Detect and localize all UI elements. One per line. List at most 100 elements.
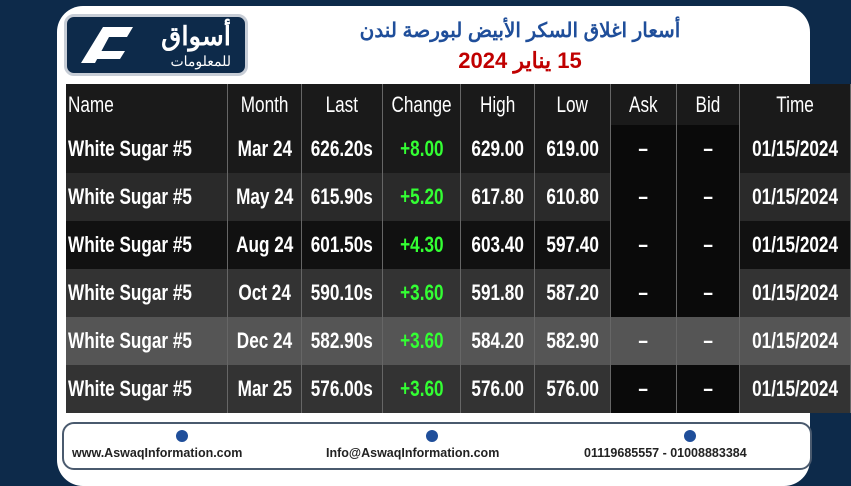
cell: 582.90s xyxy=(301,317,383,365)
cell: White Sugar #5 xyxy=(66,221,228,269)
cell-text: – xyxy=(638,376,649,401)
cell-text: May 24 xyxy=(235,184,294,209)
cell: 01/15/2024 xyxy=(739,269,851,317)
cell: 591.80 xyxy=(460,269,535,317)
cell: – xyxy=(610,125,677,173)
cell: Time xyxy=(739,84,851,125)
cell-text: 597.40 xyxy=(546,232,599,257)
cell: +8.00 xyxy=(382,125,461,173)
cell-text: 01/15/2024 xyxy=(751,280,838,305)
cell: – xyxy=(676,125,740,173)
cell: 626.20s xyxy=(301,125,383,173)
cell-text: 610.80 xyxy=(546,184,599,209)
cell: +3.60 xyxy=(382,269,461,317)
row: White Sugar #5 Dec 24 582.90s +3.60 584.20 58… xyxy=(66,317,851,365)
cell-text: – xyxy=(703,328,713,353)
cell: 01/15/2024 xyxy=(739,365,851,413)
cell: Dec 24 xyxy=(227,317,303,365)
cell: 01/15/2024 xyxy=(739,173,851,221)
logo: أسواق للمعلومات xyxy=(64,14,248,76)
cell: Bid xyxy=(676,84,740,125)
cell: Change xyxy=(382,84,461,125)
cell-text: 615.90s xyxy=(311,184,374,209)
cell-text: Aug 24 xyxy=(236,232,294,257)
price-table: Name Month Last Change High Low Ask Bid Time Whit… xyxy=(66,84,851,413)
cell-text: 629.00 xyxy=(471,136,524,161)
cell: 619.00 xyxy=(534,125,612,173)
cell: 584.20 xyxy=(460,317,535,365)
cell-text: +3.60 xyxy=(399,280,444,305)
cell: +3.60 xyxy=(382,317,461,365)
cell: 01/15/2024 xyxy=(739,317,851,365)
cell-text: 591.80 xyxy=(471,280,524,305)
cell: White Sugar #5 xyxy=(66,365,228,413)
cell-text: – xyxy=(703,136,713,161)
cell: – xyxy=(610,317,677,365)
cell: – xyxy=(676,173,740,221)
cell: Aug 24 xyxy=(227,221,303,269)
cell-text: White Sugar #5 xyxy=(68,376,192,401)
cell-text: White Sugar #5 xyxy=(68,136,192,161)
cell: – xyxy=(676,365,740,413)
cell-text: – xyxy=(638,184,649,209)
cell: White Sugar #5 xyxy=(66,125,228,173)
row: White Sugar #5 Oct 24 590.10s +3.60 591.80 58… xyxy=(66,269,851,317)
cell-text: – xyxy=(638,328,649,353)
cell: Name xyxy=(66,84,228,125)
logo-icon xyxy=(81,27,133,63)
cell: Oct 24 xyxy=(227,269,303,317)
cell-text: High xyxy=(479,91,516,117)
cell: +4.30 xyxy=(382,221,461,269)
cell: +3.60 xyxy=(382,365,461,413)
cell: 610.80 xyxy=(534,173,612,221)
cell-text: – xyxy=(703,232,713,257)
logo-subtitle: للمعلومات xyxy=(170,53,231,69)
cell: May 24 xyxy=(227,173,303,221)
cell-text: White Sugar #5 xyxy=(68,328,192,353)
cell-text: 576.00 xyxy=(471,376,524,401)
cell: 603.40 xyxy=(460,221,535,269)
mail-icon xyxy=(426,430,438,442)
cell-text: +5.20 xyxy=(399,184,444,209)
cell-text: 617.80 xyxy=(471,184,524,209)
cell-text: 01/15/2024 xyxy=(751,184,838,209)
cell: White Sugar #5 xyxy=(66,173,228,221)
cell-text: +3.60 xyxy=(399,328,444,353)
cell: White Sugar #5 xyxy=(66,269,228,317)
cell: – xyxy=(676,221,740,269)
cell-text: +3.60 xyxy=(399,376,444,401)
cell: Month xyxy=(227,84,303,125)
cell-text: 01/15/2024 xyxy=(751,232,838,257)
cell-text: 582.90 xyxy=(546,328,599,353)
cell-text: 576.00s xyxy=(311,376,374,401)
cell-text: 590.10s xyxy=(311,280,374,305)
cell-text: – xyxy=(638,136,649,161)
cell-text: 601.50s xyxy=(311,232,374,257)
row: White Sugar #5 Mar 24 626.20s +8.00 629.00 61… xyxy=(66,125,851,173)
cell: – xyxy=(610,365,677,413)
cell-text: White Sugar #5 xyxy=(68,280,192,305)
cell: 01/15/2024 xyxy=(739,221,851,269)
cell: – xyxy=(610,221,677,269)
cell-text: 01/15/2024 xyxy=(751,328,838,353)
cell-text: 01/15/2024 xyxy=(751,136,838,161)
cell: Mar 24 xyxy=(227,125,303,173)
cell: White Sugar #5 xyxy=(66,317,228,365)
cell-text: Time xyxy=(776,91,814,117)
cell-text: 626.20s xyxy=(311,136,374,161)
cell: 601.50s xyxy=(301,221,383,269)
cell: – xyxy=(610,173,677,221)
cell: – xyxy=(676,317,740,365)
cell-text: – xyxy=(703,184,713,209)
cell-text: 01/15/2024 xyxy=(751,376,838,401)
cell-text: – xyxy=(638,280,649,305)
cell: 576.00s xyxy=(301,365,383,413)
cell: 617.80 xyxy=(460,173,535,221)
cell: 590.10s xyxy=(301,269,383,317)
cell-text: Ask xyxy=(629,91,658,117)
cell: 629.00 xyxy=(460,125,535,173)
cell-text: 603.40 xyxy=(471,232,524,257)
cell: 582.90 xyxy=(534,317,612,365)
cell: – xyxy=(676,269,740,317)
